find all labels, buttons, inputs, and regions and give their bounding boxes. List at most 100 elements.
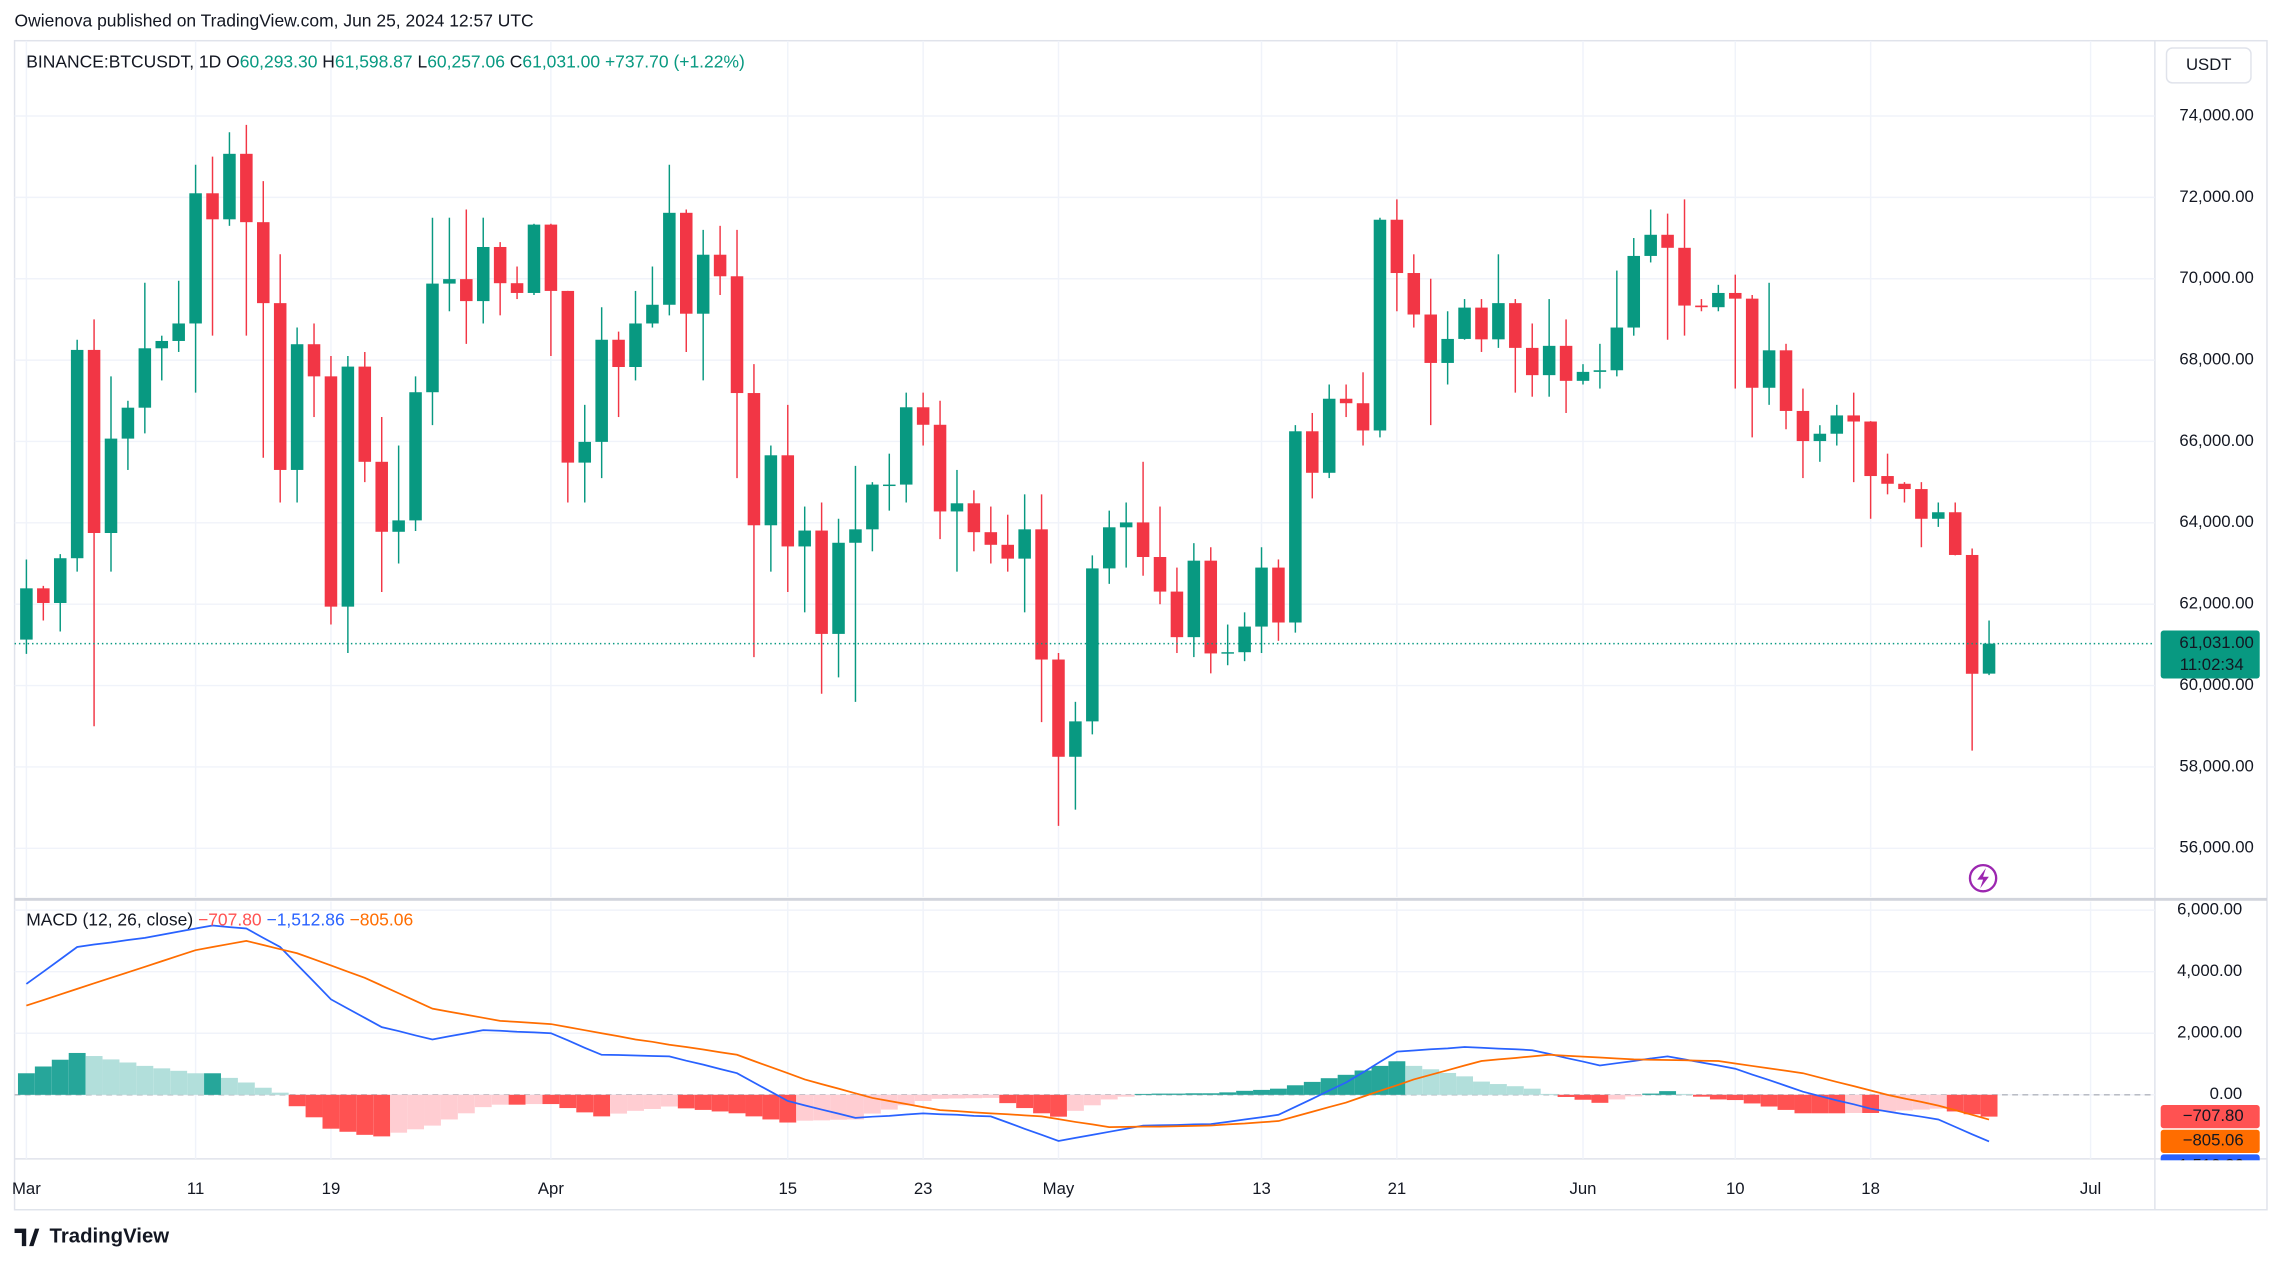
histogram-bar — [474, 1094, 492, 1108]
candle-body — [493, 246, 507, 284]
candle-body — [527, 224, 541, 293]
histogram-bar — [1879, 1094, 1896, 1112]
candle-body — [849, 529, 862, 543]
candle-body — [730, 276, 744, 394]
candle-body — [1475, 307, 1488, 340]
candle-body — [53, 558, 67, 603]
candle-body — [866, 484, 879, 530]
ohlc-label: L — [417, 51, 427, 71]
candle-body — [646, 304, 659, 324]
currency[interactable]: USDT — [2186, 55, 2232, 74]
histogram-bar — [390, 1094, 408, 1133]
candle-body — [375, 461, 388, 532]
candle-body — [20, 588, 33, 640]
histogram-bar — [1185, 1093, 1203, 1095]
candle-body — [798, 530, 811, 547]
histogram-bar — [593, 1094, 611, 1117]
histogram-bar — [322, 1094, 340, 1129]
candle-body — [1678, 247, 1691, 306]
histogram-bar — [813, 1094, 831, 1121]
overlay: BINANCE:BTCUSDT, 1D O60,293.30 H61,598.8… — [12, 51, 2266, 1209]
candle-body — [612, 339, 625, 368]
histogram-bar — [1726, 1094, 1744, 1101]
candle-body — [1170, 591, 1184, 638]
histogram-bar — [457, 1094, 475, 1114]
symbol-legend: BINANCE:BTCUSDT, 1D O60,293.30 H61,598.8… — [26, 51, 745, 71]
candle-body — [1204, 560, 1218, 654]
y-tick-label: 70,000.00 — [2179, 268, 2253, 287]
candle-body — [37, 588, 50, 603]
histogram-bar — [1320, 1078, 1338, 1095]
footer-brand: TradingView — [50, 1226, 170, 1248]
histogram-bar — [830, 1094, 847, 1120]
candle-body — [1424, 314, 1437, 363]
ohlc-label: O — [226, 51, 240, 71]
last-price-label: 61,031.00 — [2179, 633, 2253, 652]
histogram-bar — [897, 1094, 915, 1106]
symbol: BINANCE:BTCUSDT, 1D — [26, 51, 221, 71]
candle-body — [341, 366, 355, 607]
candle-body — [1965, 554, 1979, 674]
histogram-bar — [102, 1059, 120, 1095]
candle-body — [1102, 527, 1116, 569]
macd-legend-value: −707.80 — [198, 909, 262, 929]
histogram-bar — [339, 1094, 357, 1132]
histogram-bar — [762, 1094, 780, 1120]
candle-body — [1644, 234, 1657, 256]
candle-body — [1932, 512, 1945, 519]
candle-body — [1322, 398, 1336, 473]
ohlc-value: 61,598.87 — [335, 51, 413, 71]
x-tick-label: 13 — [1252, 1179, 1271, 1198]
candle-body — [1373, 219, 1387, 431]
histogram-bar — [796, 1094, 814, 1121]
histogram-bar — [711, 1094, 729, 1112]
candle-body — [1119, 522, 1133, 528]
candle-body — [172, 323, 185, 341]
candle-body — [663, 212, 676, 305]
publisher: Owienova published on TradingView.com, J… — [15, 10, 534, 30]
candle-body — [460, 279, 473, 302]
histogram-bar — [525, 1094, 543, 1105]
candle-body — [1458, 307, 1471, 339]
candle-body — [561, 290, 575, 463]
histogram-bar — [271, 1092, 289, 1095]
histogram-bar — [1828, 1094, 1846, 1114]
candle-body — [426, 283, 439, 393]
histogram-bar — [1269, 1088, 1287, 1095]
candle-body — [1576, 371, 1590, 381]
histogram-bar — [288, 1094, 306, 1107]
histogram-bar — [1354, 1070, 1372, 1095]
histogram-bar — [440, 1094, 458, 1120]
histogram-bar — [1709, 1094, 1727, 1100]
histogram-bar — [305, 1094, 323, 1118]
macd-value-tag — [2160, 1129, 2260, 1153]
y-tick-label: 0.00 — [2210, 1084, 2243, 1103]
histogram-bar — [373, 1094, 391, 1137]
histogram-bar — [1134, 1093, 1152, 1095]
currency-button[interactable] — [2165, 47, 2252, 84]
histogram-bar — [424, 1094, 441, 1126]
candle-body — [1255, 567, 1268, 627]
candle-body — [1492, 303, 1505, 340]
histogram-bar — [1100, 1094, 1118, 1100]
candle-body — [189, 193, 202, 324]
macd-value-label: −707.80 — [2183, 1106, 2244, 1125]
x-tick-label: 10 — [1726, 1179, 1745, 1198]
candle-body — [1001, 544, 1014, 559]
y-tick-label: 74,000.00 — [2179, 105, 2253, 124]
candle-body — [155, 340, 169, 349]
time-axis-mask — [2156, 1160, 2266, 1209]
countdown: 11:02:34 — [2180, 655, 2244, 674]
histogram-bar — [85, 1056, 103, 1095]
histogram-bar — [153, 1068, 171, 1095]
candle-body — [1441, 338, 1454, 363]
x-tick-label: Jul — [2080, 1179, 2101, 1198]
lightning-icon[interactable] — [1968, 863, 1998, 893]
histogram-bar — [254, 1087, 272, 1095]
x-tick-label: 11 — [187, 1179, 204, 1198]
candle-body — [713, 254, 727, 277]
candle-body — [629, 323, 642, 368]
frame — [13, 39, 2268, 1211]
histogram-bar — [1303, 1081, 1321, 1095]
